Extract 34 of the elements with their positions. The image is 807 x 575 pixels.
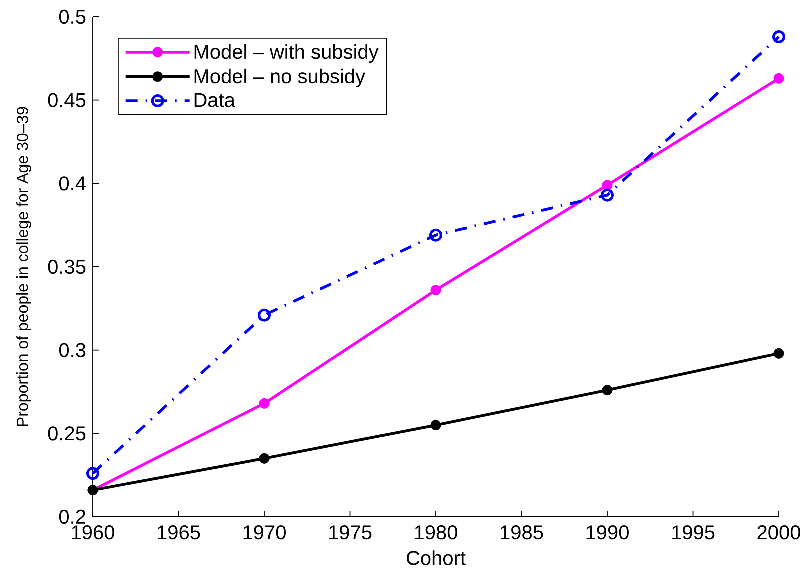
point [86,467,100,480]
legend-label: Data [194,93,236,108]
point [259,453,270,464]
x-tick-label: 1980 [415,526,458,540]
y-tick-label: 0.3 [59,343,86,358]
x-tick-label: 2000 [758,526,800,540]
y-tick-label: 0.45 [48,93,86,108]
y-axis-title: Proportion of people in college for Age 30–39 [16,107,32,426]
point [774,73,784,84]
point [774,348,784,359]
x-tick-label: 1990 [586,526,629,540]
y-tick-label: 0.4 [59,176,86,191]
x-tick-label: 1975 [330,526,372,540]
point [258,308,272,322]
legend-label: Model – with subsidy [194,44,379,64]
point [772,30,786,44]
point [430,228,443,242]
point [602,385,613,396]
x-axis-title: Cohort [407,550,466,566]
legend-label: Model – no subsidy [194,68,366,88]
y-tick-label: 0.35 [48,260,86,274]
point [602,180,613,191]
x-tick-label: 1995 [672,526,715,540]
y-tick-label: 0.5 [59,10,86,24]
point [430,285,442,296]
x-tick-label: 1965 [158,526,200,540]
point [601,188,614,202]
y-tick-label: 0.2 [59,510,86,524]
point [430,420,442,431]
y-tick-label: 0.25 [48,426,86,441]
point [259,398,270,409]
x-tick-label: 1970 [244,526,286,540]
x-tick-label: 1960 [72,526,114,540]
x-tick-label: 1985 [501,526,544,540]
